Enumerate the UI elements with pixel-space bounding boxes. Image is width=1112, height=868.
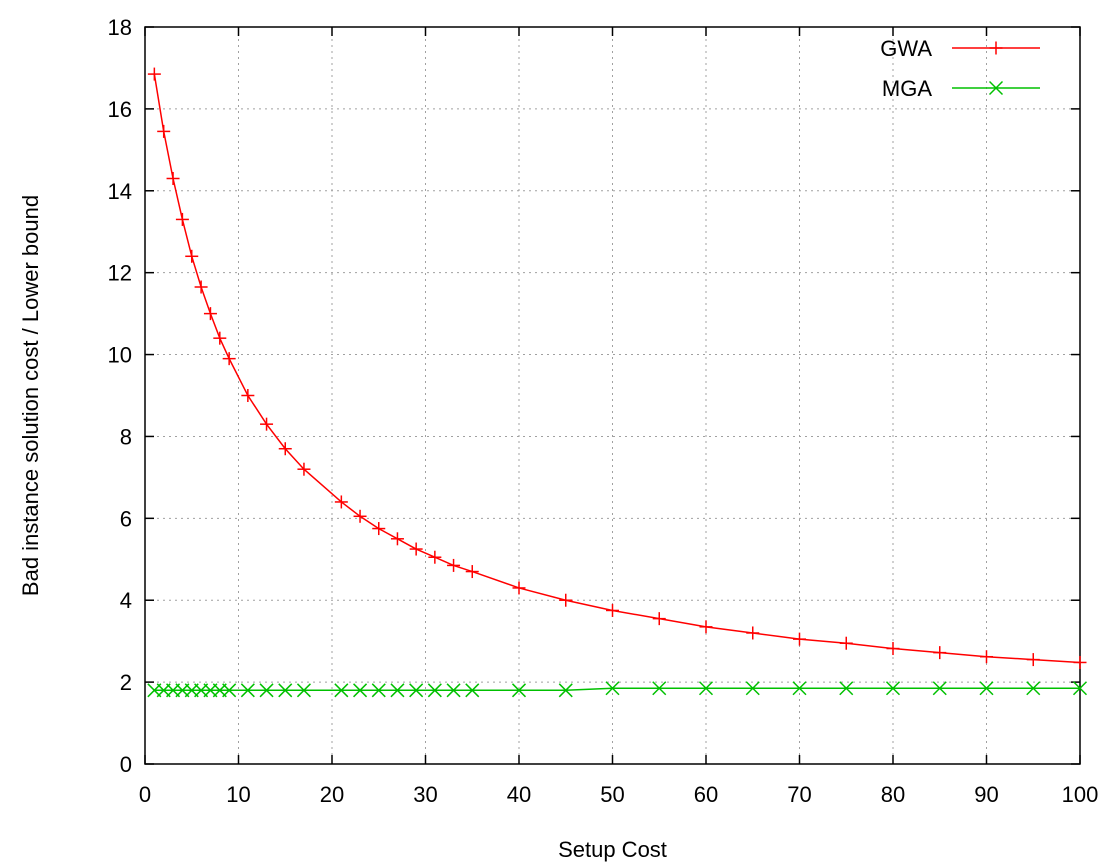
mga-data-point bbox=[605, 681, 620, 696]
gwa-data-point bbox=[222, 352, 236, 366]
gwa-data-point bbox=[213, 331, 227, 345]
mga-data-point bbox=[932, 681, 947, 696]
y-tick-label: 10 bbox=[108, 343, 132, 368]
mga-data-point bbox=[240, 683, 255, 698]
mga-data-point bbox=[1072, 681, 1088, 696]
gwa-data-point bbox=[372, 522, 386, 536]
mga-data-point bbox=[885, 681, 901, 696]
x-axis-title: Setup Cost bbox=[558, 837, 667, 862]
mga-data-point bbox=[446, 683, 461, 698]
gwa-data-point bbox=[409, 542, 423, 556]
mga-data-point bbox=[353, 683, 368, 698]
gwa-data-point bbox=[447, 558, 461, 572]
mga-data-point bbox=[558, 683, 573, 698]
gwa-data-point bbox=[166, 171, 180, 185]
gwa-data-point bbox=[175, 212, 189, 226]
mga-data-point bbox=[259, 683, 274, 698]
y-tick-label: 6 bbox=[120, 506, 132, 531]
y-tick-label: 18 bbox=[108, 15, 132, 40]
mga-data-point bbox=[839, 681, 854, 696]
gwa-data-point bbox=[260, 417, 274, 431]
x-tick-label: 60 bbox=[694, 782, 718, 807]
gwa-data-point bbox=[559, 593, 573, 607]
y-tick-label: 16 bbox=[108, 97, 132, 122]
x-axis-tick-labels: 0 10 20 30 40 50 60 70 80 90 100 bbox=[139, 782, 1098, 807]
mga-data-point bbox=[371, 683, 386, 698]
mga-data-point bbox=[222, 683, 237, 698]
y-tick-label: 2 bbox=[120, 670, 132, 695]
mga-data-point bbox=[296, 683, 311, 698]
gwa-data-point bbox=[157, 124, 171, 138]
mga-data-point bbox=[698, 681, 714, 696]
series-layer bbox=[147, 67, 1088, 698]
gwa-data-point bbox=[1026, 653, 1040, 667]
gwa-data-point bbox=[699, 620, 713, 634]
gwa-data-point bbox=[839, 636, 853, 650]
y-axis-title: Bad instance solution cost / Lower bound bbox=[18, 195, 43, 596]
y-tick-label: 14 bbox=[108, 179, 132, 204]
gwa-data-point bbox=[465, 565, 479, 579]
y-axis-tick-labels: 0 2 4 6 8 10 12 14 16 18 bbox=[108, 15, 132, 777]
legend-label-gwa: GWA bbox=[880, 36, 932, 61]
gwa-data-point bbox=[278, 442, 292, 456]
x-tick-label: 90 bbox=[974, 782, 998, 807]
x-tick-label: 20 bbox=[320, 782, 344, 807]
mga-data-point bbox=[979, 681, 994, 696]
mga-data-point bbox=[390, 683, 405, 698]
gwa-data-point bbox=[428, 550, 442, 564]
mga-data-point bbox=[745, 681, 760, 696]
mga-data-point bbox=[278, 683, 293, 698]
gwa-data-point bbox=[512, 581, 526, 595]
y-tick-label: 8 bbox=[120, 424, 132, 449]
gwa-data-point bbox=[886, 642, 900, 656]
gwa-data-point bbox=[297, 462, 311, 476]
legend-label-mga: MGA bbox=[882, 76, 932, 101]
x-tick-label: 30 bbox=[413, 782, 437, 807]
mga-data-point bbox=[1026, 681, 1041, 696]
gwa-data-point bbox=[1073, 655, 1087, 669]
x-tick-label: 70 bbox=[787, 782, 811, 807]
gwa-data-point bbox=[746, 626, 760, 640]
gwa-data-point bbox=[194, 280, 208, 294]
gwa-data-point bbox=[334, 495, 348, 509]
axis-ticks bbox=[144, 26, 1081, 765]
x-tick-label: 100 bbox=[1062, 782, 1099, 807]
mga-data-point bbox=[511, 683, 527, 698]
gwa-data-point bbox=[241, 389, 255, 402]
gwa-data-point bbox=[606, 603, 619, 617]
mga-data-point bbox=[465, 683, 480, 698]
x-tick-label: 80 bbox=[881, 782, 905, 807]
legend-marker-mga bbox=[988, 80, 1004, 96]
gwa-data-point bbox=[147, 67, 161, 81]
gwa-data-point bbox=[980, 650, 993, 664]
x-tick-label: 0 bbox=[139, 782, 151, 807]
mga-data-point bbox=[652, 681, 667, 696]
legend: GWA MGA bbox=[880, 36, 1040, 101]
gwa-series-line bbox=[153, 73, 1081, 664]
gwa-data-point bbox=[203, 307, 217, 321]
x-tick-label: 40 bbox=[507, 782, 531, 807]
y-tick-label: 0 bbox=[120, 752, 132, 777]
legend-marker-gwa bbox=[989, 41, 1003, 55]
x-tick-label: 10 bbox=[226, 782, 250, 807]
gwa-data-point bbox=[652, 612, 666, 626]
gwa-data-point bbox=[353, 509, 367, 523]
x-tick-label: 50 bbox=[600, 782, 624, 807]
mga-data-point bbox=[409, 683, 424, 698]
gwa-data-point bbox=[933, 646, 947, 660]
mga-data-point bbox=[334, 683, 349, 698]
mga-data-point bbox=[792, 681, 807, 696]
y-tick-label: 12 bbox=[108, 261, 132, 286]
gwa-data-point bbox=[185, 249, 199, 263]
y-tick-label: 4 bbox=[120, 588, 132, 613]
gwa-data-point bbox=[793, 632, 806, 646]
mga-series-line bbox=[154, 687, 1080, 692]
gwa-data-point bbox=[390, 532, 404, 546]
mga-data-point bbox=[427, 683, 442, 698]
